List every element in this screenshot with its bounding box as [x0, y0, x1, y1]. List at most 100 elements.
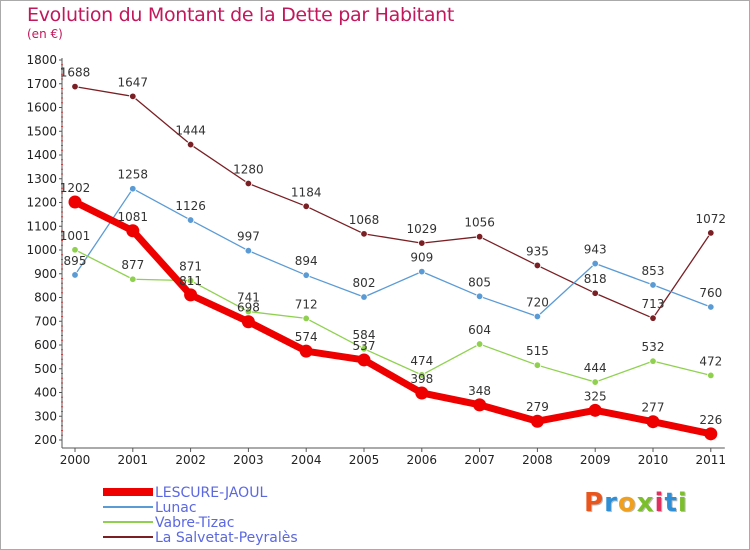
y-minor-tick: [61, 263, 63, 265]
series-line: [74, 188, 712, 318]
data-point: [473, 398, 487, 412]
data-label: 935: [526, 244, 549, 258]
data-point: [533, 261, 542, 270]
y-minor-tick: [61, 206, 63, 208]
y-minor-tick: [61, 425, 63, 427]
data-label: 1072: [696, 212, 727, 226]
data-point: [707, 303, 715, 311]
y-minor-tick: [61, 411, 63, 412]
y-minor-tick: [61, 145, 63, 146]
y-minor-tick: [61, 192, 63, 194]
data-label: 877: [121, 258, 144, 272]
data-point: [591, 259, 599, 268]
chart-unit-label: (en €): [27, 27, 63, 41]
data-label: 584: [353, 328, 376, 342]
data-point: [71, 82, 79, 91]
y-minor-tick: [61, 382, 63, 384]
y-minor-tick: [61, 363, 63, 365]
data-point: [186, 276, 195, 285]
x-tick-label: 2001: [118, 453, 149, 467]
y-minor-tick: [61, 88, 63, 89]
data-point: [244, 247, 253, 255]
y-minor-tick: [61, 306, 63, 308]
data-label: 1126: [175, 199, 206, 213]
y-minor-tick: [61, 377, 63, 379]
data-label: 444: [584, 361, 607, 375]
y-minor-tick: [61, 92, 63, 94]
y-minor-tick: [61, 97, 63, 99]
data-label: 1001: [60, 229, 91, 243]
data-label: 226: [699, 413, 722, 427]
y-minor-tick: [61, 197, 63, 199]
y-minor-tick: [61, 149, 63, 151]
data-point: [707, 229, 715, 237]
x-tick-label: 2010: [638, 453, 669, 467]
data-label: 398: [410, 372, 433, 386]
x-tick-label: 2003: [233, 453, 264, 467]
y-minor-tick: [61, 330, 63, 332]
y-tick-label: 1300: [26, 172, 57, 186]
y-minor-tick: [61, 135, 63, 137]
series-lunac: [71, 185, 715, 321]
y-minor-tick: [61, 116, 63, 118]
y-minor-tick: [61, 373, 63, 374]
data-point: [418, 239, 426, 247]
y-tick-label: 1600: [26, 101, 57, 115]
y-minor-tick: [61, 354, 63, 355]
y-minor-tick: [61, 235, 63, 237]
y-minor-tick: [61, 335, 63, 336]
y-minor-tick: [61, 240, 63, 241]
data-point: [302, 271, 310, 279]
data-label: 943: [584, 243, 607, 257]
data-label: 895: [64, 254, 87, 268]
data-point: [244, 179, 253, 188]
data-point: [415, 386, 429, 400]
data-point: [71, 246, 79, 254]
data-point: [588, 403, 602, 417]
y-minor-tick: [61, 430, 63, 431]
data-label: 818: [584, 272, 607, 286]
y-tick-label: 1800: [26, 53, 57, 67]
data-point: [244, 307, 253, 316]
data-label: 698: [237, 301, 260, 315]
data-label: 474: [410, 354, 433, 368]
data-point: [360, 345, 368, 353]
data-label: 894: [295, 254, 318, 268]
y-minor-tick: [61, 268, 63, 270]
data-label: 811: [179, 274, 202, 288]
y-minor-tick: [61, 287, 63, 289]
y-tick-label: 1400: [26, 148, 57, 162]
data-label: 720: [526, 296, 549, 310]
data-point: [186, 140, 195, 149]
data-point: [418, 371, 426, 379]
data-label: 515: [526, 344, 549, 358]
data-label: 1184: [291, 185, 322, 199]
data-label: 741: [237, 291, 260, 305]
y-minor-tick: [61, 254, 63, 256]
y-tick-label: 700: [34, 314, 57, 328]
data-label: 1081: [118, 210, 149, 224]
x-tick-label: 2011: [696, 453, 727, 467]
y-minor-tick: [61, 140, 63, 142]
legend-label: Vabre-Tizac: [155, 515, 234, 531]
y-tick-label: 500: [34, 362, 57, 376]
data-point: [360, 230, 368, 238]
y-minor-tick: [61, 434, 63, 436]
data-point: [129, 92, 137, 101]
data-point: [299, 344, 313, 358]
chart-series: [68, 82, 718, 441]
y-minor-tick: [61, 358, 63, 360]
y-minor-tick: [61, 230, 63, 232]
data-label: 853: [642, 264, 665, 278]
y-minor-tick: [61, 221, 63, 222]
series-line: [74, 85, 712, 319]
data-label: 279: [526, 400, 549, 414]
data-label: 871: [179, 260, 202, 274]
data-point: [186, 216, 195, 224]
y-tick-label: 800: [34, 291, 57, 305]
data-label: 909: [410, 251, 433, 265]
data-label: 1029: [407, 222, 438, 236]
y-minor-tick: [61, 159, 63, 161]
proxiti-logo: Proxiti: [584, 488, 688, 518]
data-point: [475, 340, 484, 348]
